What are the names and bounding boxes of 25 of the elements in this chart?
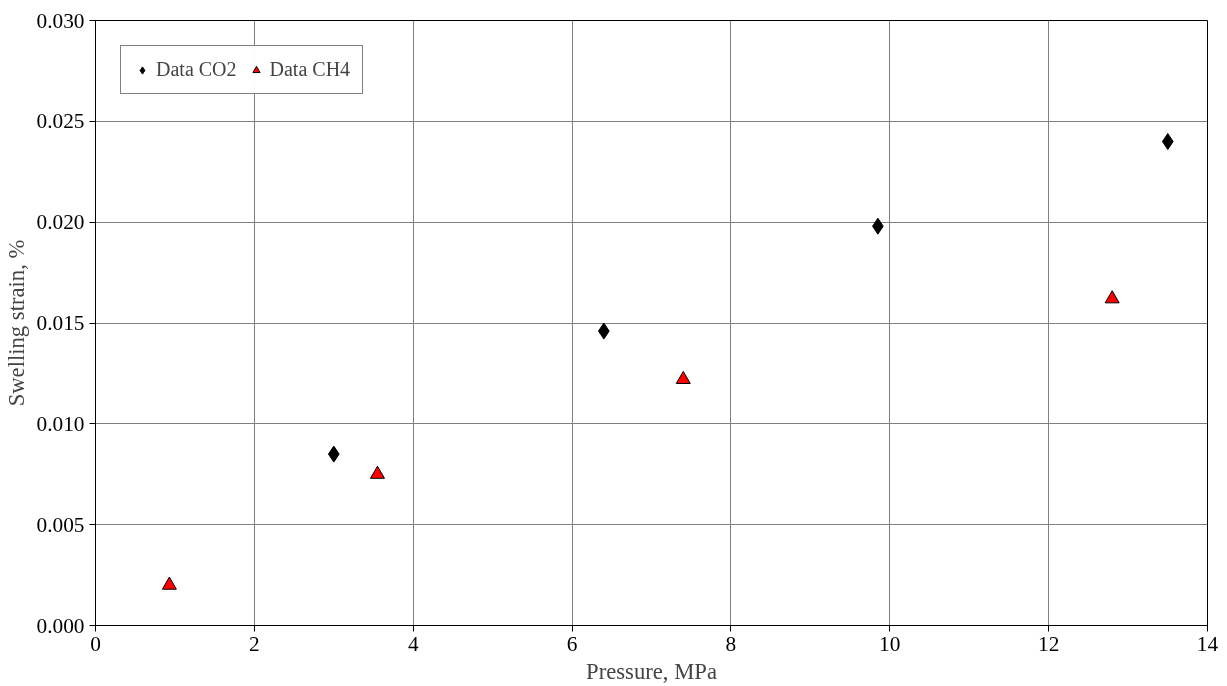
x-tick-label: 14 <box>1196 631 1219 656</box>
x-tick-label: 8 <box>725 631 737 656</box>
y-tick-label: 0.000 <box>36 613 85 638</box>
x-tick-label: 6 <box>566 631 578 656</box>
y-tick-label: 0.020 <box>36 210 85 235</box>
point <box>1161 133 1174 150</box>
point <box>1104 290 1120 304</box>
y-tick-label: 0.025 <box>36 109 85 134</box>
legend-label: Data CH4 <box>269 58 351 81</box>
point <box>327 445 340 463</box>
y-tick-label: 0.030 <box>36 8 85 33</box>
y-tick-label: 0.015 <box>36 311 85 335</box>
point <box>369 465 385 479</box>
point <box>675 370 691 385</box>
x-tick-label: 0 <box>90 631 101 656</box>
x-tick-label: 4 <box>407 631 419 656</box>
legend-label: Data CO2 <box>156 58 237 81</box>
x-tick-label: 10 <box>879 631 901 656</box>
x-axis-title: Pressure, MPa <box>586 658 717 684</box>
y-axis-title: Swelling strain, % <box>3 239 29 407</box>
x-tick-label: 12 <box>1037 631 1060 656</box>
x-tick-label: 2 <box>249 631 260 656</box>
y-tick-label: 0.010 <box>36 411 85 436</box>
y-tick-label: 0.005 <box>36 512 85 537</box>
point <box>161 576 177 590</box>
